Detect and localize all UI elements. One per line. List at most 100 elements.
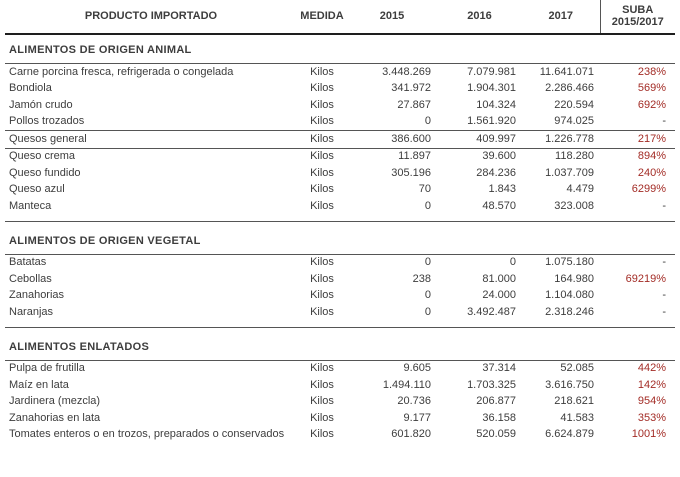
divider-row	[5, 320, 675, 328]
value-2015-cell: 386.600	[347, 130, 437, 149]
table-row: Naranjas Kilos 0 3.492.487 2.318.246 -	[5, 304, 675, 321]
product-cell: Queso crema	[9, 150, 76, 162]
value-2015-cell: 0	[424, 256, 431, 268]
product-cell: Queso fundido	[9, 166, 81, 179]
product-cell: Jardinera (mezcla)	[9, 395, 101, 407]
table-row: Queso fundido Kilos 305.196 284.236 1.037.70…	[5, 165, 675, 182]
row-group: Pulpa de frutilla Kilos 9.605 37.314 52.085 4…	[5, 360, 675, 443]
suba-cell: 217%	[600, 130, 675, 149]
suba-cell: 6299%	[631, 183, 666, 195]
value-2017-cell: 11.641.071	[539, 65, 594, 78]
table-row: Pollos trozados Kilos 0 1.561.920 974.025-	[5, 113, 675, 131]
column-header-producto-importado: PRODUCTO IMPORTADO	[5, 0, 297, 35]
product-cell: Quesos general	[5, 130, 297, 149]
value-2017-cell: 2.286.466	[545, 82, 594, 94]
product-cell: Batatas	[9, 256, 47, 268]
value-2017-cell: 1.075.180	[545, 256, 594, 268]
suba-cell: 69219%	[625, 272, 666, 285]
value-2016-cell: 24.000	[482, 289, 516, 301]
value-2016-cell: 48.570	[482, 199, 516, 212]
suba-cell: 954%	[637, 395, 666, 407]
product-cell: Bondiola	[9, 82, 52, 94]
suba-cell: -	[600, 113, 675, 131]
product-cell: Cebollas	[9, 272, 52, 285]
value-2017-cell: 4.479	[566, 183, 594, 195]
suba-cell: 240%	[637, 166, 666, 179]
value-2016-cell: 520.059	[476, 428, 516, 440]
value-2017-cell: 52.085	[560, 362, 594, 374]
product-cell: Zanahorias en lata	[9, 411, 101, 424]
value-2016-cell: 81.000	[482, 272, 516, 285]
product-cell: Naranjas	[9, 305, 54, 318]
table-row: Zanahorias Kilos 0 24.000 1.104.080 -	[5, 288, 675, 305]
value-2016-cell: 104.324	[476, 98, 516, 111]
table-row: Carne porcina fresca, refrigerada o cong…	[5, 64, 675, 81]
column-header-2016: 2016	[437, 0, 522, 35]
value-2015-cell: 3.448.269	[382, 65, 431, 78]
section-title-row: ALIMENTOS ENLATADOS	[5, 327, 675, 361]
value-2015-cell: 0	[424, 305, 431, 318]
suba-cell: 1001%	[631, 428, 666, 440]
column-header-2017: 2017	[522, 0, 600, 35]
row-group: Queso crema Kilos 11.897 39.600 118.280 894% Q…	[5, 148, 675, 215]
unit-cell: Kilos	[297, 113, 347, 131]
table-row: Bondiola Kilos 341.972 1.904.301 2.286.466 56…	[5, 81, 675, 98]
unit-cell: Kilos	[310, 256, 334, 268]
table-row: Batatas Kilos 0 0 1.075.180 -	[5, 254, 675, 271]
product-cell: Jamón crudo	[9, 98, 73, 111]
section-header: ALIMENTOS DE ORIGEN VEGETAL	[5, 221, 675, 255]
unit-cell: Kilos	[310, 411, 334, 424]
suba-cell: -	[662, 305, 666, 318]
value-2015-cell: 601.820	[391, 428, 431, 440]
unit-cell: Kilos	[310, 98, 334, 111]
unit-cell: Kilos	[310, 272, 334, 285]
value-2016-cell: 39.600	[482, 150, 516, 162]
value-2016-cell: 0	[509, 256, 516, 268]
suba-cell: -	[662, 256, 666, 268]
product-cell: Maíz en lata	[9, 378, 69, 391]
suba-cell: 353%	[637, 411, 666, 424]
table-row: Queso crema Kilos 11.897 39.600 118.280 894%	[5, 148, 675, 165]
unit-cell: Kilos	[310, 82, 334, 94]
unit-cell: Kilos	[310, 65, 334, 78]
unit-cell: Kilos	[310, 428, 334, 440]
value-2017-cell: 218.621	[554, 395, 594, 407]
table-row: Tomates enteros o en trozos, preparados …	[5, 427, 675, 444]
value-2017-cell: 41.583	[560, 411, 594, 424]
value-2015-cell: 27.867	[397, 98, 431, 111]
value-2015-cell: 20.736	[397, 395, 431, 407]
table-row: Jardinera (mezcla) Kilos 20.736 206.877 218.…	[5, 394, 675, 411]
value-2017-cell: 1.037.709	[545, 166, 594, 179]
value-2016-cell: 1.904.301	[467, 82, 516, 94]
value-2017-cell: 974.025	[522, 113, 600, 131]
suba-cell: 238%	[637, 65, 666, 78]
section-header: ALIMENTOS DE ORIGEN ANIMAL	[5, 34, 675, 64]
value-2015-cell: 305.196	[391, 166, 431, 179]
value-2017-cell: 164.980	[554, 272, 594, 285]
header-row: PRODUCTO IMPORTADO MEDIDA 2015 2016 2017…	[5, 0, 675, 35]
value-2016-cell: 1.703.325	[467, 378, 516, 391]
section-title: ALIMENTOS DE ORIGEN VEGETAL	[5, 221, 675, 255]
suba-cell: 894%	[637, 150, 666, 162]
product-cell: Zanahorias	[9, 289, 65, 301]
unit-cell: Kilos	[310, 378, 334, 391]
unit-cell: Kilos	[310, 199, 334, 212]
value-2015-cell: 0	[424, 199, 431, 212]
column-header-medida: MEDIDA	[297, 0, 347, 35]
value-2016-cell: 1.561.920	[437, 113, 522, 131]
value-2017-cell: 1.104.080	[545, 289, 594, 301]
table-row: Zanahorias en lata Kilos 9.177 36.158 41.583…	[5, 410, 675, 427]
unit-cell: Kilos	[310, 166, 334, 179]
unit-cell: Kilos	[310, 150, 334, 162]
table-row: Pulpa de frutilla Kilos 9.605 37.314 52.085 4…	[5, 360, 675, 377]
suba-cell: 692%	[637, 98, 666, 111]
product-cell: Carne porcina fresca, refrigerada o cong…	[9, 65, 234, 78]
value-2017-cell: 3.616.750	[545, 378, 594, 391]
value-2016-cell: 1.843	[488, 183, 516, 195]
unit-cell: Kilos	[297, 130, 347, 149]
table-row: Cebollas Kilos 238 81.000 164.980 69219%	[5, 271, 675, 288]
value-2016-cell: 7.079.981	[467, 65, 516, 78]
value-2016-cell: 3.492.487	[467, 305, 516, 318]
unit-cell: Kilos	[310, 362, 334, 374]
